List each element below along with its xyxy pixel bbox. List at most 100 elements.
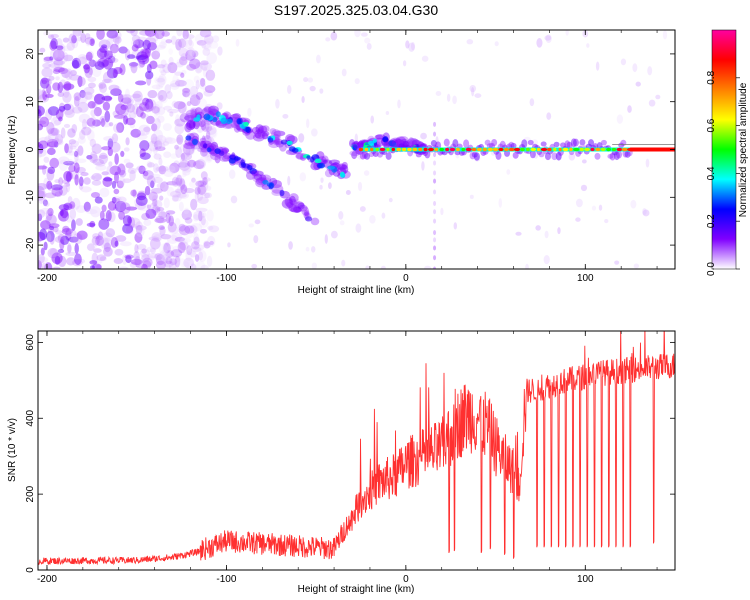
spectral-blob <box>140 113 150 120</box>
spectral-blob <box>553 147 557 152</box>
spectral-blob <box>143 219 152 227</box>
spectral-blob <box>433 209 437 215</box>
spectral-blob <box>175 38 182 51</box>
spectral-blob <box>618 142 625 148</box>
spectral-blob <box>200 264 209 269</box>
spectral-blob <box>269 128 277 135</box>
spectral-blob <box>418 147 423 152</box>
snr-frame <box>37 330 676 571</box>
spectral-blob <box>38 89 50 100</box>
spectral-blob <box>361 149 368 159</box>
spectral-blob <box>90 175 96 180</box>
spectral-blob <box>402 60 407 67</box>
spectral-blob <box>47 34 55 40</box>
spectral-blob <box>163 260 174 268</box>
spectral-blob <box>135 166 147 171</box>
spectral-blob <box>90 191 101 198</box>
spectral-blob <box>454 150 461 156</box>
spectral-blob <box>101 171 109 176</box>
spectral-blob <box>71 37 79 49</box>
spectral-blob <box>142 257 153 268</box>
spectral-blob <box>126 54 136 59</box>
spectral-blob <box>117 163 126 176</box>
spectral-blob <box>179 112 190 123</box>
spectral-blob <box>47 226 54 236</box>
spectral-blob <box>90 206 101 218</box>
spectral-blob <box>53 141 59 148</box>
y-tick-label: 200 <box>25 485 36 502</box>
spectral-blob <box>40 78 51 83</box>
spectral-blob <box>595 61 600 71</box>
spectral-blob <box>595 147 601 152</box>
spectral-blob <box>330 31 338 41</box>
spectral-blob <box>109 165 122 176</box>
spectral-blob <box>38 213 43 222</box>
spectral-blob <box>163 151 172 159</box>
spectral-blob <box>407 138 419 146</box>
spectral-blob <box>408 42 415 52</box>
spectral-blob <box>232 113 242 120</box>
spectral-blob <box>55 76 60 81</box>
spectral-blob <box>41 67 53 78</box>
spectral-blob <box>611 147 617 152</box>
spectral-blob <box>191 246 202 253</box>
y-tick-label: -20 <box>25 237 36 252</box>
spectral-blob <box>569 147 573 152</box>
spectral-blob <box>50 37 58 50</box>
spectral-blob <box>87 129 95 142</box>
spectral-blob <box>151 123 158 132</box>
spectral-blob <box>88 59 97 67</box>
spectral-blob <box>455 147 460 152</box>
spectral-blob <box>130 30 138 37</box>
spectral-blob <box>433 201 437 207</box>
spectral-blob <box>243 121 249 127</box>
spectral-blob <box>176 78 181 84</box>
spectral-blob <box>157 138 165 151</box>
spectral-blob <box>183 249 196 255</box>
spectral-blob <box>139 148 146 158</box>
spectral-blob <box>307 77 314 83</box>
spectral-blob <box>97 57 109 68</box>
spectral-blob <box>50 139 57 148</box>
spectral-blob <box>71 35 77 44</box>
spectral-blob <box>325 37 331 42</box>
y-tick-label: -10 <box>25 190 36 205</box>
spectral-blob <box>47 131 59 142</box>
spectral-blob <box>122 223 133 234</box>
spectral-blob <box>197 180 207 188</box>
spectral-blob <box>200 60 209 66</box>
spectral-blob <box>142 260 152 269</box>
spectral-blob <box>57 255 67 268</box>
spectral-blob <box>203 241 211 249</box>
spectral-blob <box>203 44 212 51</box>
spectral-blob <box>169 254 182 263</box>
spectral-blob <box>82 118 87 130</box>
spectral-blob <box>167 62 178 74</box>
spectral-blob <box>40 196 46 204</box>
spectral-blob <box>90 238 98 250</box>
spectral-blob <box>169 258 178 266</box>
spectral-blob <box>215 111 221 118</box>
spectral-blob <box>69 70 77 76</box>
spectral-blob <box>198 250 207 262</box>
spectral-blob <box>64 203 75 209</box>
spectral-blob <box>157 139 162 145</box>
spectral-blob <box>114 240 119 247</box>
spectral-blob <box>202 212 207 218</box>
spectral-blob <box>43 241 48 251</box>
spectral-blob <box>62 83 75 90</box>
spectral-blob <box>193 214 199 222</box>
spectral-blob <box>96 254 107 261</box>
spectral-blob <box>64 68 73 80</box>
spectral-blob <box>217 46 223 56</box>
spectral-blob <box>38 140 49 150</box>
y-tick-label: 400 <box>25 409 36 426</box>
spectral-blob <box>487 147 493 152</box>
spectral-blob <box>80 172 89 177</box>
spectral-blob <box>66 151 77 156</box>
spectral-blob <box>49 48 59 61</box>
spectral-blob <box>260 174 272 183</box>
spectral-blob <box>374 134 384 140</box>
x-tick-label: -100 <box>216 273 236 284</box>
spectral-blob <box>114 248 124 256</box>
